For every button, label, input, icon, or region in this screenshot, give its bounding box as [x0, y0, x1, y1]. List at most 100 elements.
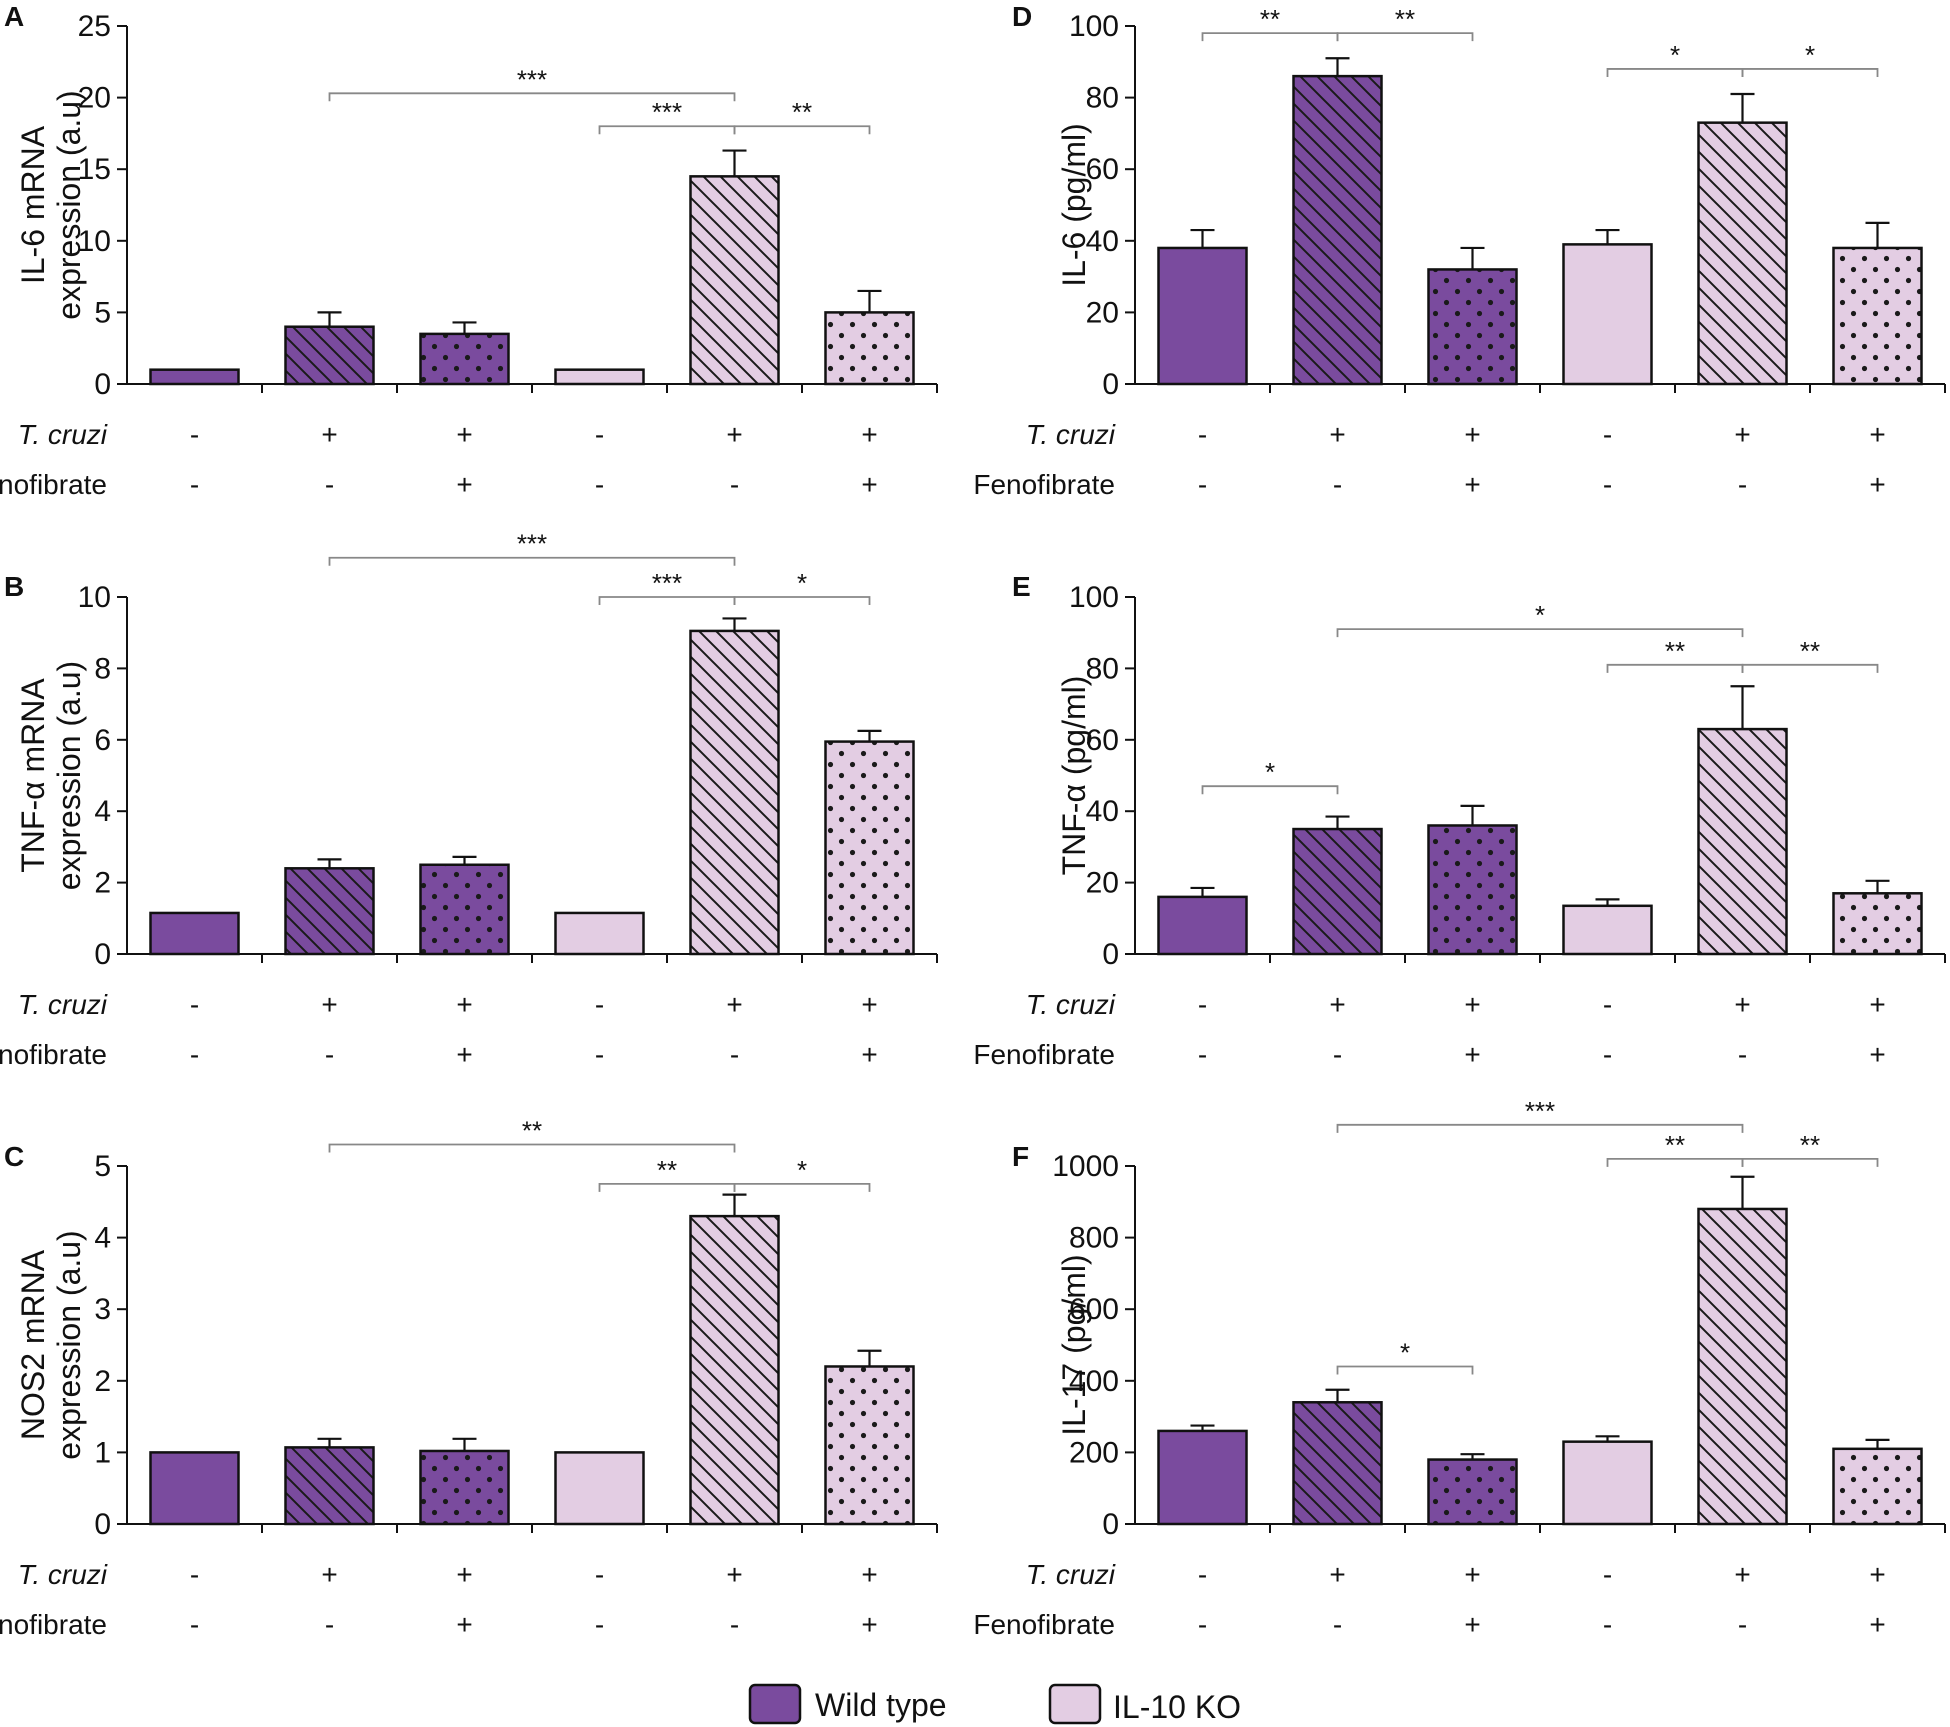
fenofibrate-sign: + [1464, 1039, 1480, 1070]
significance-bracket [1336, 32, 1474, 42]
bar-F-1 [1157, 1429, 1248, 1526]
bar-D-6 [1832, 246, 1923, 386]
fenofibrate-sign: - [190, 469, 199, 500]
y-axis-label: NOS2 mRNA [15, 1249, 51, 1440]
significance-label: ** [1260, 4, 1280, 34]
significance-label: ** [1395, 4, 1415, 34]
fenofibrate-sign: - [190, 1039, 199, 1070]
fenofibrate-sign: - [1738, 1609, 1747, 1640]
significance-label: * [1805, 40, 1815, 70]
fenofibrate-row-label: Fenofibrate [0, 1609, 107, 1640]
legend: Wild type IL-10 KO [748, 1683, 1241, 1725]
y-tick-label: 100 [1069, 581, 1119, 614]
y-axis-label: TNF-α (pg/ml) [1056, 676, 1092, 876]
legend-label-wild-type: Wild type [815, 1687, 947, 1723]
tcruzi-sign: + [1734, 1559, 1750, 1590]
fenofibrate-sign: + [456, 1609, 472, 1640]
bar-E-4 [1562, 904, 1653, 956]
tcruzi-sign: + [861, 1559, 877, 1590]
y-tick-label: 8 [94, 652, 111, 685]
significance-bracket [733, 125, 871, 135]
bar-F-4 [1562, 1440, 1653, 1526]
y-tick-label: 20 [78, 82, 111, 115]
y-tick-label: 0 [94, 1508, 111, 1541]
bar-C-5 [689, 1214, 780, 1526]
y-tick-label: 40 [1086, 795, 1119, 828]
significance-label: *** [1525, 1096, 1555, 1126]
svg-text:B: B [4, 571, 24, 602]
significance-label: * [1265, 757, 1275, 787]
tcruzi-sign: + [456, 419, 472, 450]
tcruzi-row-label: T. cruzi [1026, 1559, 1116, 1590]
y-tick-label: 0 [1102, 368, 1119, 401]
bar-B-3 [419, 863, 510, 956]
significance-label: ** [1665, 636, 1685, 666]
tcruzi-sign: - [595, 419, 604, 450]
bar-D-1 [1157, 246, 1248, 386]
y-tick-label: 10 [78, 581, 111, 614]
fenofibrate-row-label: Fenofibrate [0, 1039, 107, 1070]
tcruzi-row-label: T. cruzi [1026, 419, 1116, 450]
tcruzi-row-label: T. cruzi [18, 989, 108, 1020]
fenofibrate-sign: - [1603, 1609, 1612, 1640]
tcruzi-sign: + [726, 419, 742, 450]
tcruzi-row-label: T. cruzi [18, 419, 108, 450]
y-tick-label: 25 [78, 10, 111, 43]
significance-bracket [328, 556, 736, 566]
significance-label: ** [1800, 636, 1820, 666]
bar-A-3 [419, 332, 510, 386]
significance-bracket [598, 596, 736, 605]
bar-C-3 [419, 1449, 510, 1526]
legend-swatch-wild-type [748, 1683, 802, 1725]
y-axis-label: TNF-α mRNA [15, 678, 51, 873]
significance-bracket [733, 1183, 871, 1192]
significance-bracket [1741, 1157, 1879, 1167]
y-tick-label: 600 [1069, 1293, 1119, 1326]
panel-C-letter: C [4, 1141, 24, 1172]
bar-A-1 [149, 368, 240, 386]
fenofibrate-sign: - [1333, 1609, 1342, 1640]
y-tick-label: 2 [94, 867, 111, 900]
y-axis-label: expression (a.u) [51, 90, 87, 319]
y-tick-label: 60 [1086, 724, 1119, 757]
y-tick-label: 6 [94, 724, 111, 757]
tcruzi-sign: + [1329, 989, 1345, 1020]
fenofibrate-sign: - [595, 1039, 604, 1070]
significance-label: ** [1665, 1130, 1685, 1160]
bar-F-5 [1697, 1207, 1788, 1526]
y-tick-label: 5 [94, 1150, 111, 1183]
bar-C-1 [149, 1451, 240, 1526]
significance-label: * [797, 568, 807, 598]
tcruzi-sign: + [1464, 989, 1480, 1020]
significance-label: *** [517, 64, 547, 94]
fenofibrate-sign: + [1464, 1609, 1480, 1640]
fenofibrate-sign: - [1333, 469, 1342, 500]
significance-bracket [328, 1143, 736, 1153]
significance-bracket [1606, 1157, 1744, 1167]
svg-text:C: C [4, 1141, 24, 1172]
bar-E-2 [1292, 827, 1383, 956]
y-tick-label: 1000 [1052, 1150, 1119, 1183]
tcruzi-sign: - [595, 989, 604, 1020]
y-axis-label: expression (a.u) [51, 661, 87, 890]
y-axis-label: IL-17 (pg/ml) [1056, 1254, 1092, 1435]
bar-E-5 [1697, 727, 1788, 956]
bar-D-2 [1292, 74, 1383, 386]
bar-B-1 [149, 911, 240, 956]
y-tick-label: 5 [94, 296, 111, 329]
y-tick-label: 80 [1086, 82, 1119, 115]
fenofibrate-sign: - [325, 1609, 334, 1640]
y-tick-label: 10 [78, 225, 111, 258]
significance-bracket [1201, 32, 1339, 42]
panel-A-letter: A [4, 1, 24, 32]
panel-B-letter: B [4, 571, 24, 602]
fenofibrate-sign: + [861, 1039, 877, 1070]
tcruzi-row-label: T. cruzi [1026, 989, 1116, 1020]
tcruzi-sign: + [1329, 1559, 1345, 1590]
